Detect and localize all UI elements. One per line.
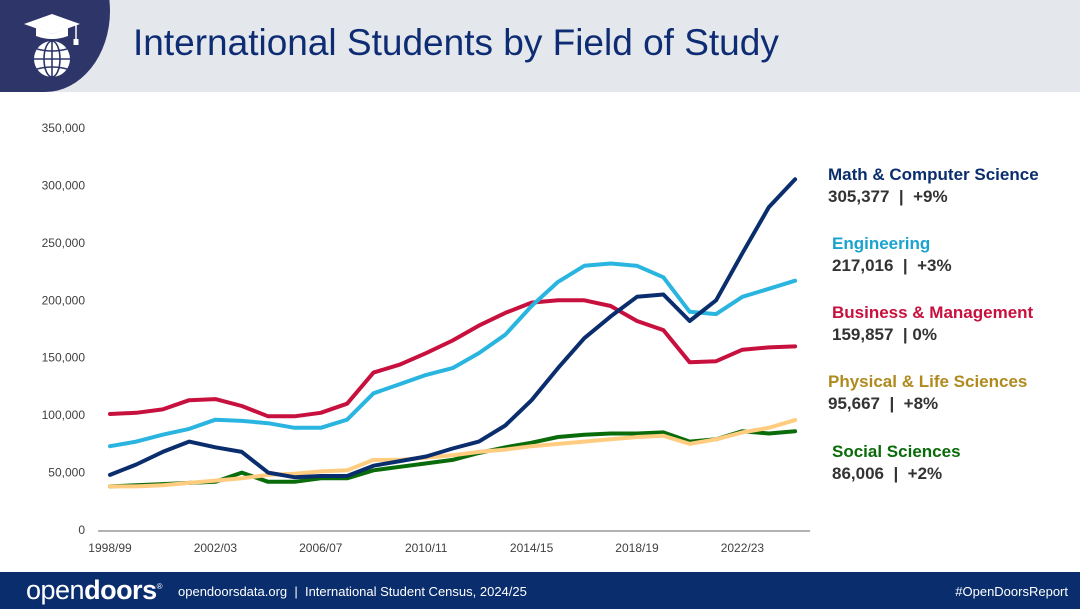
- x-tick-label: 1998/99: [88, 541, 132, 555]
- y-tick-label: 100,000: [42, 408, 86, 422]
- legend-series-summary: 86,006 | +2%: [832, 464, 943, 483]
- series-line-business-management: [108, 298, 798, 419]
- graduation-globe-icon: [24, 14, 80, 78]
- y-tick-label: 200,000: [42, 293, 86, 307]
- legend-series-name: Engineering: [832, 234, 931, 253]
- x-tick-label: 2006/07: [299, 541, 343, 555]
- line-chart: 0 50,000 100,000 150,000 200,000 250,000 300,0…: [42, 121, 810, 555]
- legend-series-name: Social Sciences: [832, 442, 961, 461]
- y-tick-label: 300,000: [42, 178, 86, 192]
- y-tick-label: 250,000: [42, 236, 86, 250]
- legend-series-summary: 159,857 | 0%: [832, 325, 937, 344]
- y-tick-label: 0: [78, 523, 85, 537]
- brand-mark: ®: [156, 582, 163, 591]
- y-tick-label: 350,000: [42, 121, 86, 135]
- legend-series-summary: 305,377 | +9%: [828, 187, 948, 206]
- brand-light: open: [26, 575, 85, 605]
- legend-item: Social Sciences 86,006 | +2%: [832, 441, 961, 485]
- page-title: International Students by Field of Study: [133, 22, 779, 63]
- footer-source: opendoorsdata.org | International Studen…: [178, 584, 527, 599]
- legend-item: Engineering 217,016 | +3%: [832, 233, 952, 277]
- brand-bold: doors: [84, 575, 157, 605]
- x-tick-label: 2014/15: [510, 541, 554, 555]
- series-line-physical-life-sciences: [108, 418, 798, 489]
- legend-series-name: Business & Management: [832, 303, 1034, 322]
- legend-item: Business & Management 159,857 | 0%: [832, 302, 1033, 346]
- legend-series-summary: 95,667 | +8%: [828, 394, 939, 413]
- x-tick-label: 2010/11: [405, 541, 448, 555]
- series-line-math-computer-science: [108, 177, 798, 480]
- x-tick-label: 2022/23: [721, 541, 765, 555]
- y-tick-label: 50,000: [48, 466, 85, 480]
- x-tick-label: 2018/19: [615, 541, 659, 555]
- y-tick-label: 150,000: [42, 351, 86, 365]
- footer-hashtag: #OpenDoorsReport: [955, 584, 1068, 599]
- footer: opendoors® opendoorsdata.org | Internati…: [0, 572, 1080, 609]
- legend-series-name: Physical & Life Sciences: [828, 372, 1028, 391]
- series-line-social-sciences: [108, 429, 798, 489]
- x-tick-label: 2002/03: [194, 541, 238, 555]
- header: International Students by Field of Study: [0, 0, 1080, 92]
- legend-series-summary: 217,016 | +3%: [832, 256, 952, 275]
- series-line-engineering: [108, 261, 798, 449]
- legend-series-name: Math & Computer Science: [828, 165, 1039, 184]
- opendoors-logo: opendoors®: [26, 575, 163, 606]
- legend-item: Math & Computer Science 305,377 | +9%: [828, 164, 1039, 208]
- legend-item: Physical & Life Sciences 95,667 | +8%: [828, 371, 1027, 415]
